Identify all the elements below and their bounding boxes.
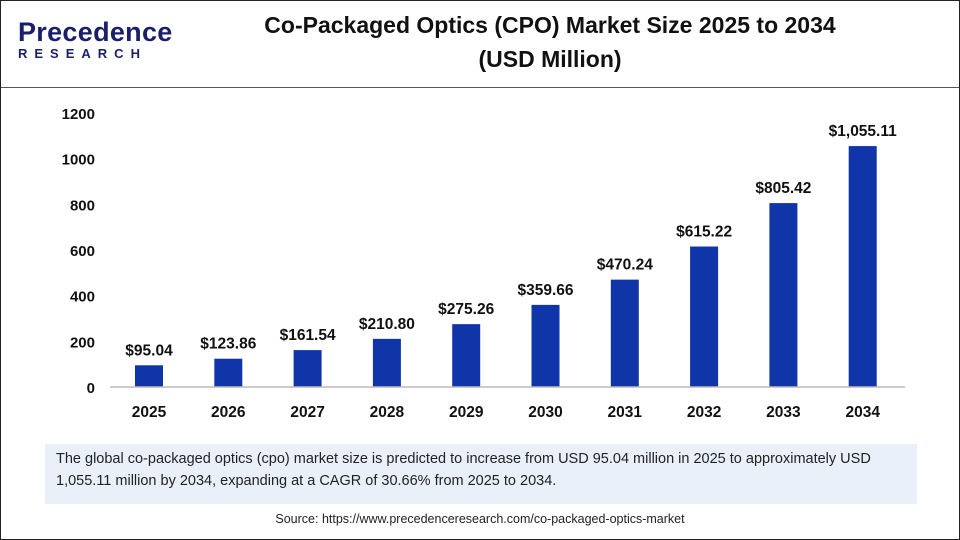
- data-label: $95.04: [125, 342, 173, 359]
- y-tick-label: 1200: [62, 106, 95, 123]
- title-line-2: (USD Million): [478, 46, 622, 72]
- source-text: Source: https://www.precedenceresearch.c…: [275, 512, 685, 526]
- header-divider: [1, 87, 959, 88]
- x-tick-label: 2026: [211, 404, 246, 421]
- data-label: $805.42: [755, 180, 811, 197]
- x-tick-label: 2031: [608, 404, 643, 421]
- bar: [293, 350, 322, 387]
- chart-title: Co-Packaged Optics (CPO) Market Size 202…: [210, 8, 890, 76]
- x-tick-label: 2028: [370, 404, 405, 421]
- bar: [214, 358, 243, 387]
- bar: [135, 365, 163, 387]
- data-label: $275.26: [438, 301, 494, 318]
- y-tick-label: 1000: [62, 152, 95, 169]
- logo-subtitle: RESEARCH: [18, 46, 147, 61]
- summary-box: The global co-packaged optics (cpo) mark…: [45, 444, 917, 504]
- bar: [690, 246, 719, 387]
- bar: [769, 203, 798, 387]
- data-label: $161.54: [280, 327, 336, 344]
- x-tick-label: 2029: [449, 404, 484, 421]
- data-label: $1,055.11: [829, 123, 897, 140]
- y-tick-label: 800: [70, 197, 95, 214]
- x-tick-label: 2025: [132, 404, 167, 421]
- y-tick-label: 200: [70, 334, 95, 351]
- bar: [610, 279, 639, 387]
- data-label: $470.24: [597, 257, 653, 274]
- bar: [452, 324, 481, 387]
- logo: Precedence RESEARCH: [18, 17, 173, 62]
- data-label: $615.22: [676, 224, 732, 241]
- x-tick-label: 2032: [687, 404, 721, 421]
- title-line-1: Co-Packaged Optics (CPO) Market Size 202…: [264, 12, 836, 38]
- x-tick-label: 2027: [290, 404, 324, 421]
- bar: [372, 338, 401, 387]
- x-tick-label: 2033: [766, 404, 801, 421]
- x-tick-label: 2030: [528, 404, 562, 421]
- y-tick-label: 600: [70, 243, 95, 260]
- x-tick-label: 2034: [845, 404, 880, 421]
- bar: [531, 304, 560, 387]
- data-label: $210.80: [359, 316, 415, 333]
- logo-wordmark: Precedence: [18, 17, 173, 47]
- data-label: $359.66: [517, 282, 573, 299]
- y-tick-label: 0: [87, 380, 95, 397]
- data-label: $123.86: [200, 336, 256, 353]
- bar: [848, 146, 877, 387]
- y-tick-label: 400: [70, 289, 95, 306]
